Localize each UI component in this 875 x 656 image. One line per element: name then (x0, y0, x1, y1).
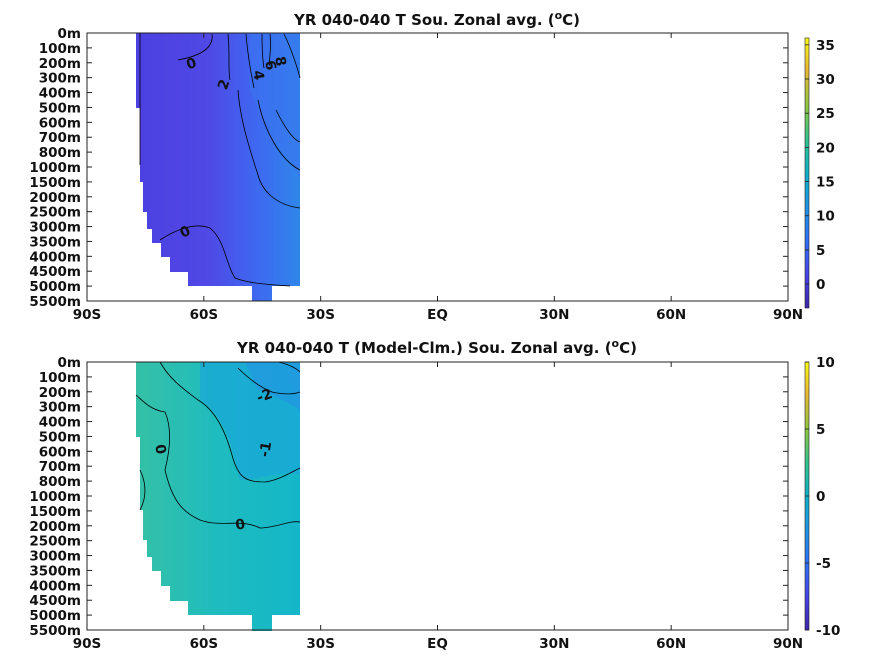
x-tick-label: 90N (773, 307, 803, 323)
y-tick-label: 4500m (29, 264, 81, 280)
y-tick-label: 1000m (29, 160, 81, 176)
y-tick-label: 1000m (29, 489, 81, 505)
contour-label: 0 (234, 516, 247, 533)
x-tick-label: 90S (73, 636, 102, 652)
colorbar-tick-label: 30 (816, 72, 835, 88)
colorbar-tick-label: 15 (816, 175, 835, 191)
panel-1-colorbar (804, 37, 810, 309)
panel-2-contour-labels: -2 0 -1 0 (151, 386, 275, 534)
y-tick-label: 500m (39, 100, 81, 116)
y-tick-label: 400m (39, 415, 81, 431)
y-tick-label: 100m (39, 370, 81, 386)
y-tick-label: 5500m (29, 623, 81, 639)
y-tick-label: 1500m (29, 504, 81, 520)
x-tick-label: 30S (306, 636, 335, 652)
y-tick-label: 4000m (29, 578, 81, 594)
panel-1: YR 040-040 T Sou. Zonal avg. (oC) 0 2 4 … (29, 9, 834, 323)
y-tick-label: 0m (58, 355, 81, 371)
panel-2-title: YR 040-040 T (Model-Clm.) Sou. Zonal avg… (236, 337, 637, 357)
y-tick-label: 3500m (29, 234, 81, 250)
panel-2-contours (135, 361, 301, 529)
x-tick-label: 60N (656, 636, 686, 652)
contour-label: 6 (261, 59, 278, 71)
x-tick-label: 30N (539, 636, 569, 652)
panel-1-colorbar-ticks: 35 30 25 20 15 10 5 0 (805, 38, 835, 293)
contour-label: 4 (249, 69, 266, 82)
x-tick-label: 60S (190, 307, 219, 323)
y-tick-label: 3500m (29, 563, 81, 579)
x-tick-label: 90N (773, 636, 803, 652)
colorbar-tick-label: 10 (816, 209, 835, 225)
colorbar-tick-label: 0 (816, 489, 825, 505)
y-tick-label: 1500m (29, 175, 81, 191)
y-tick-label: 700m (39, 459, 81, 475)
y-tick-label: 200m (39, 385, 81, 401)
y-tick-label: 400m (39, 86, 81, 102)
y-tick-label: 500m (39, 429, 81, 445)
y-tick-label: 4500m (29, 593, 81, 609)
panel-2-field (136, 362, 300, 631)
x-tick-label: 90S (73, 307, 102, 323)
x-tick-label: EQ (427, 636, 448, 652)
panel-2-ticks: 90S 60S 30S EQ 30N 60N 90N0m100m200m300m400m50… (29, 355, 803, 652)
panel-1-ticks: 90S 60S 30S EQ 30N 60N 90N0m100m200m300m400m50… (29, 26, 803, 323)
y-tick-label: 800m (39, 474, 81, 490)
contour-label: 0 (151, 443, 168, 456)
contour-label: -1 (257, 440, 275, 458)
y-tick-label: 800m (39, 145, 81, 161)
colorbar-tick-label: -10 (816, 623, 840, 639)
y-tick-label: 3000m (29, 549, 81, 565)
panel-1-field (136, 33, 300, 301)
colorbar-tick-label: -5 (816, 556, 831, 572)
y-tick-label: 5000m (29, 608, 81, 624)
panel-2: YR 040-040 T (Model-Clm.) Sou. Zonal avg… (29, 337, 840, 652)
colorbar-tick-label: 35 (816, 38, 835, 54)
y-tick-label: 5000m (29, 279, 81, 295)
contour-label: 8 (271, 55, 288, 67)
y-tick-label: 600m (39, 115, 81, 131)
colorbar-tick-label: 20 (816, 140, 835, 156)
y-tick-label: 700m (39, 130, 81, 146)
y-tick-label: 2000m (29, 190, 81, 206)
y-tick-label: 3000m (29, 220, 81, 236)
y-tick-label: 2000m (29, 519, 81, 535)
y-tick-label: 300m (39, 400, 81, 416)
y-tick-label: 300m (39, 71, 81, 87)
y-tick-label: 0m (58, 26, 81, 42)
x-tick-label: 30S (306, 307, 335, 323)
panel-1-title: YR 040-040 T Sou. Zonal avg. (oC) (293, 9, 580, 29)
colorbar-tick-label: 10 (816, 355, 835, 371)
panel-1-contours (139, 33, 301, 287)
y-tick-label: 600m (39, 444, 81, 460)
colorbar-tick-label: 5 (816, 243, 825, 259)
y-tick-label: 200m (39, 56, 81, 72)
x-tick-label: EQ (427, 307, 448, 323)
colorbar-tick-label: 5 (816, 422, 825, 438)
x-tick-label: 60S (190, 636, 219, 652)
y-tick-label: 4000m (29, 249, 81, 265)
x-tick-label: 60N (656, 307, 686, 323)
y-tick-label: 5500m (29, 294, 81, 310)
colorbar-tick-label: 0 (816, 277, 825, 293)
contour-label: -2 (255, 386, 275, 406)
y-tick-label: 2500m (29, 205, 81, 221)
x-tick-label: 30N (539, 307, 569, 323)
colorbar-tick-label: 25 (816, 106, 835, 122)
y-tick-label: 2500m (29, 534, 81, 550)
panel-2-colorbar-ticks: 10 5 0 -5 -10 (805, 355, 840, 639)
y-tick-label: 100m (39, 41, 81, 57)
